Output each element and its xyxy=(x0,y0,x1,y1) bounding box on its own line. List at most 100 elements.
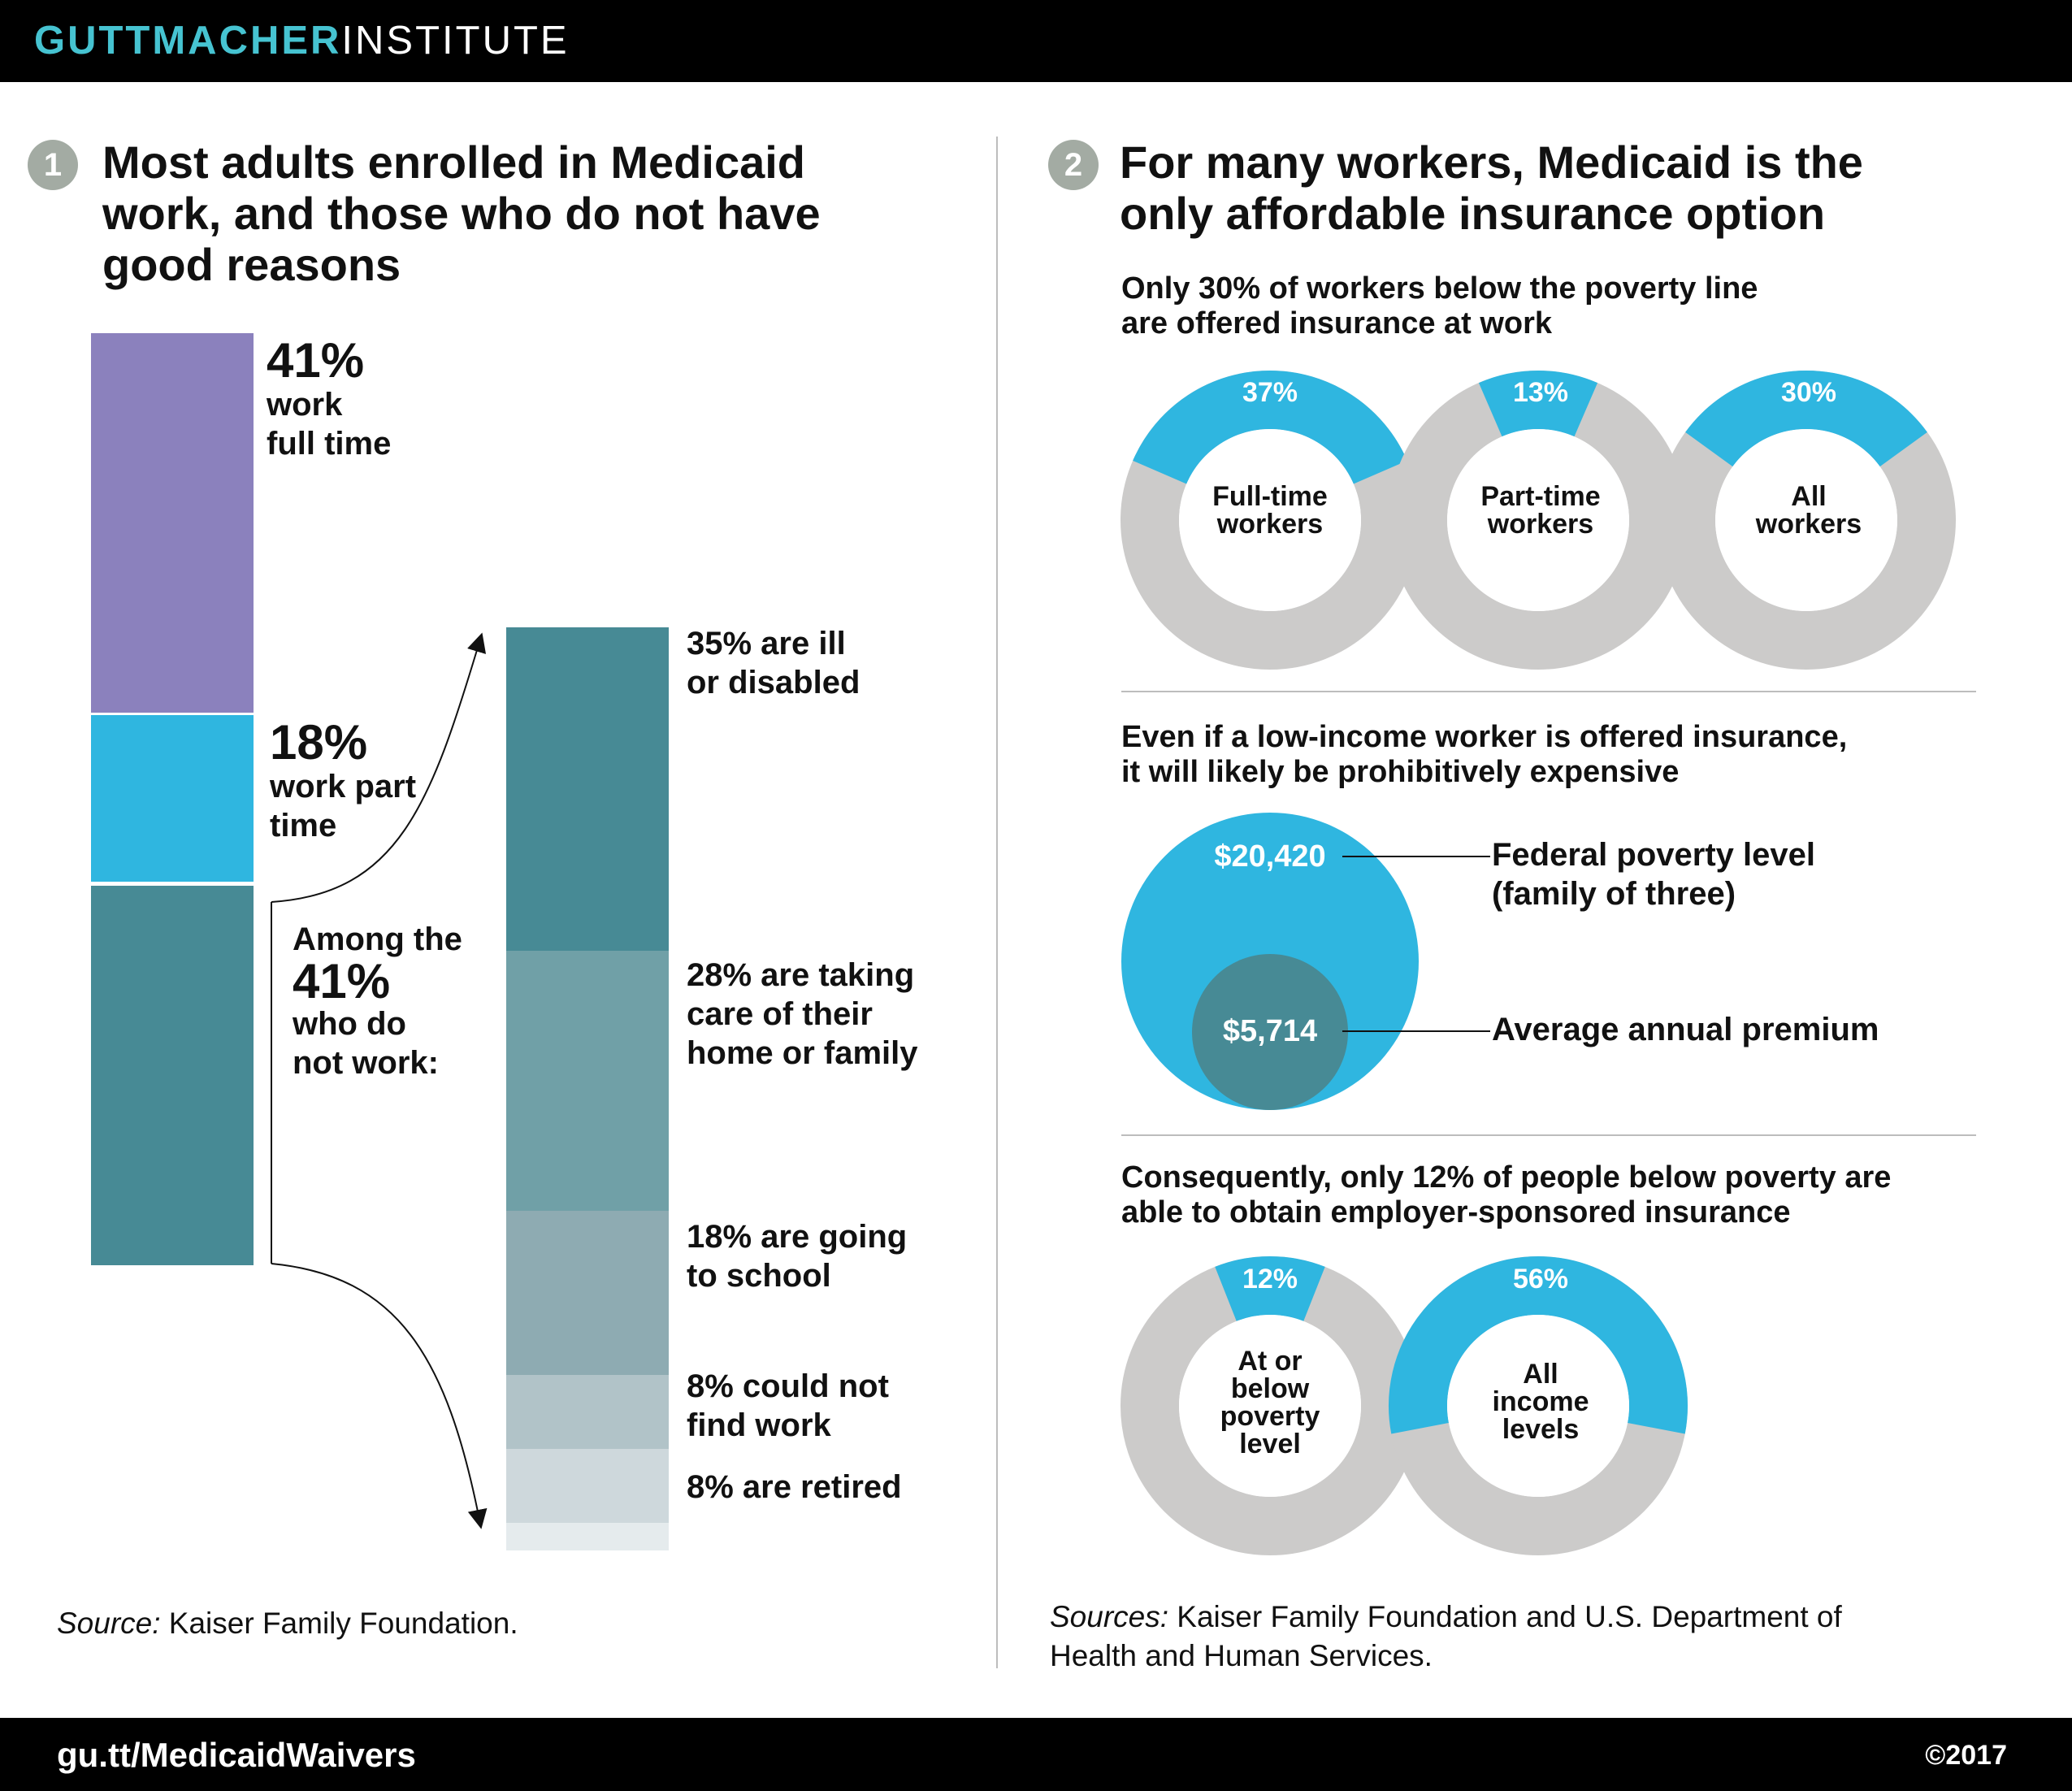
reason-bar-care xyxy=(506,951,669,1211)
full-time-label: 41% work full time xyxy=(267,336,391,463)
donut-label-text: poverty xyxy=(1220,1401,1320,1432)
donut-segment-poverty xyxy=(1215,1256,1325,1322)
section-divider xyxy=(1121,1134,1976,1136)
not-work-text: who do xyxy=(293,1006,406,1042)
donut-label-poverty: At or below poverty level xyxy=(1181,1347,1359,1458)
right-heading-line: For many workers, Medicaid is the xyxy=(1120,137,1863,188)
left-heading: Most adults enrolled in Medicaid work, a… xyxy=(102,137,988,290)
donut-label-full-time: Full-time workers xyxy=(1181,483,1359,538)
poverty-label-text: Federal poverty level xyxy=(1492,837,1815,873)
left-heading-line: work, and those who do not have xyxy=(102,188,821,239)
donut-hole-all-income xyxy=(1447,1315,1629,1497)
donut-label-text: All xyxy=(1791,481,1827,512)
reason-bar-no-work xyxy=(506,1375,669,1449)
arrow-down-icon xyxy=(271,1263,488,1529)
premium-circle xyxy=(1192,954,1348,1110)
bar-segment-not-working xyxy=(91,886,254,1265)
donut-pct-all-income: 56% xyxy=(1512,1264,1569,1294)
donut-pct-full-time: 37% xyxy=(1242,377,1298,408)
left-heading-line: Most adults enrolled in Medicaid xyxy=(102,137,805,188)
source-text: Kaiser Family Foundation. xyxy=(160,1607,518,1640)
donut-segment-all-income xyxy=(1389,1256,1688,1434)
reason-text: 28% are taking xyxy=(687,957,915,993)
part-time-text: work part xyxy=(270,769,417,804)
reason-text: 35% are ill xyxy=(687,626,846,661)
donut-label-text: workers xyxy=(1755,509,1862,540)
right-source: Sources: Kaiser Family Foundation and U.… xyxy=(1050,1598,1842,1676)
arrow-up-icon xyxy=(271,632,487,903)
footer-link[interactable]: gu.tt/MedicaidWaivers xyxy=(57,1736,416,1774)
poverty-value: $20,420 xyxy=(1214,839,1326,874)
part-time-text: time xyxy=(270,808,337,843)
donut-label-text: All xyxy=(1523,1359,1558,1390)
reason-text: or disabled xyxy=(687,665,860,700)
donut-pct-poverty: 12% xyxy=(1242,1264,1298,1294)
brand-name-light: INSTITUTE xyxy=(341,19,570,63)
reason-label-care: 28% are taking care of their home or fam… xyxy=(687,956,918,1073)
reason-bar-retired xyxy=(506,1449,669,1523)
section-title-line: able to obtain employer-sponsored insura… xyxy=(1121,1195,1791,1229)
reason-bar-other xyxy=(506,1523,669,1550)
donut-label-text: income xyxy=(1492,1386,1589,1417)
section-divider xyxy=(1121,691,1976,692)
section1-title: Only 30% of workers below the poverty li… xyxy=(1121,271,1758,341)
donut-label-all-income: All income levels xyxy=(1451,1360,1630,1443)
donut-row-sponsored xyxy=(1121,1256,1688,1555)
cost-circles xyxy=(1121,813,1490,1110)
reason-text: 8% could not xyxy=(687,1368,889,1404)
donut-label-text: workers xyxy=(1216,509,1324,540)
not-work-text: not work: xyxy=(293,1045,439,1081)
bar-segment-part-time xyxy=(91,715,254,882)
full-time-text: work xyxy=(267,387,343,423)
poverty-label: Federal poverty level (family of three) xyxy=(1492,835,1815,913)
reason-text: 18% are going xyxy=(687,1219,908,1255)
donut-label-all: All workers xyxy=(1719,483,1898,538)
donut-segment-all xyxy=(1685,371,1927,467)
reason-text: care of their xyxy=(687,996,873,1032)
section3-title: Consequently, only 12% of people below p… xyxy=(1121,1160,1891,1230)
premium-label: Average annual premium xyxy=(1492,1012,1879,1047)
brand-logo: GUTTMACHERINSTITUTE xyxy=(34,18,570,63)
donut-hole-full-time xyxy=(1179,429,1361,611)
reason-label-school: 18% are going to school xyxy=(687,1217,907,1295)
column-divider xyxy=(996,137,998,1668)
section-title-line: it will likely be prohibitively expensiv… xyxy=(1121,755,1680,789)
reason-text: find work xyxy=(687,1407,831,1443)
not-work-text: Among the xyxy=(293,922,462,957)
donut-segment-full-time xyxy=(1133,371,1407,485)
section-title-line: Consequently, only 12% of people below p… xyxy=(1121,1160,1892,1195)
donut-label-text: level xyxy=(1239,1429,1301,1459)
header-bar xyxy=(0,0,2072,82)
left-heading-line: good reasons xyxy=(102,239,401,290)
donut-hole-poverty xyxy=(1179,1315,1361,1497)
reason-label-retired: 8% are retired xyxy=(687,1468,902,1507)
premium-value: $5,714 xyxy=(1222,1014,1318,1048)
section-title-line: Even if a low-income worker is offered i… xyxy=(1121,720,1848,754)
section-title-line: Only 30% of workers below the poverty li… xyxy=(1121,271,1758,306)
source-text: Kaiser Family Foundation and U.S. Depart… xyxy=(1168,1600,1842,1633)
section-title-line: are offered insurance at work xyxy=(1121,306,1553,340)
reason-label-ill: 35% are ill or disabled xyxy=(687,624,860,702)
donut-label-text: Full-time xyxy=(1212,481,1328,512)
left-source: Source: Kaiser Family Foundation. xyxy=(57,1604,518,1643)
part-time-label: 18% work part time xyxy=(270,718,416,845)
reason-bar-school xyxy=(506,1211,669,1375)
donut-label-part-time: Part-time workers xyxy=(1451,483,1630,538)
reason-text: home or family xyxy=(687,1035,918,1071)
source-label: Sources: xyxy=(1050,1600,1169,1633)
reason-text: 8% are retired xyxy=(687,1469,902,1505)
footer-bar xyxy=(0,1718,2072,1791)
source-label: Source: xyxy=(57,1607,161,1640)
footer-copyright: ©2017 xyxy=(1925,1740,2007,1771)
section-number-badge: 2 xyxy=(1048,140,1099,190)
connector-bracket xyxy=(271,632,488,1529)
donut-label-text: levels xyxy=(1502,1414,1580,1445)
donut-row-offered xyxy=(1121,371,1956,670)
donut-label-text: below xyxy=(1230,1373,1310,1404)
full-time-text: full time xyxy=(267,426,392,462)
donut-pct-part-time: 13% xyxy=(1512,377,1569,408)
donut-label-text: workers xyxy=(1487,509,1594,540)
right-heading-line: only affordable insurance option xyxy=(1120,188,1826,239)
donut-pct-all: 30% xyxy=(1780,377,1837,408)
not-work-label: Among the 41% who do not work: xyxy=(293,920,462,1082)
